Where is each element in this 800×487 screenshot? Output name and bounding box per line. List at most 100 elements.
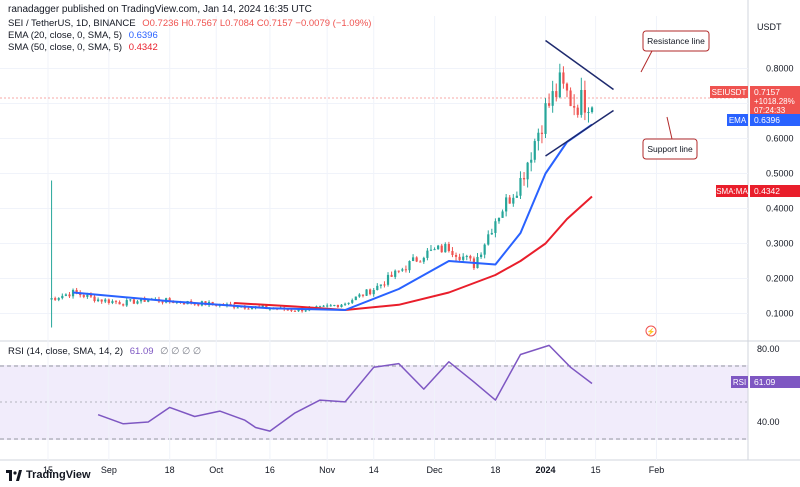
candle-body	[440, 245, 443, 253]
candle-body	[125, 300, 128, 306]
candle-body	[247, 308, 250, 310]
candle-body	[469, 255, 472, 259]
rsi-tag-value-bg	[750, 376, 800, 388]
candle-body	[587, 112, 590, 114]
candle-body	[347, 302, 350, 304]
price-tag-value: 0.7157	[754, 87, 780, 97]
candle-body	[336, 304, 340, 308]
candle-body	[479, 254, 483, 257]
support-callout	[642, 138, 698, 160]
rsi-tag-value: 61.09	[754, 377, 776, 387]
candle-body	[68, 294, 71, 297]
legend-sma: SMA (50, close, 0, SMA, 5) 0.4342	[8, 42, 158, 54]
price-tags: SEIUSDT 0.7157+1018.28%07:24:33 EMA 0.6396 S…	[710, 86, 800, 388]
candle-body	[580, 89, 583, 115]
time-tick-label: 15	[591, 465, 601, 475]
candle-body	[286, 309, 289, 311]
candle-body	[505, 197, 508, 212]
candle-body	[408, 261, 411, 271]
candle-body	[333, 304, 336, 306]
tradingview-logo[interactable]: TradingView	[6, 469, 91, 481]
candle-body	[397, 270, 400, 272]
sma-value: 0.4342	[128, 42, 158, 53]
price-tick-label: 0.5000	[766, 169, 794, 179]
candle-body	[197, 303, 200, 306]
time-tick-label: 14	[369, 465, 379, 475]
event-marker-icon: ⚡	[647, 327, 656, 336]
candle-body	[404, 269, 408, 271]
sma50-line	[234, 195, 593, 311]
candle-body	[547, 103, 551, 106]
tradingview-logo-icon	[6, 469, 22, 481]
candle-body	[530, 159, 533, 163]
candle-body	[451, 251, 454, 255]
candle-body	[569, 90, 572, 107]
candle-body	[132, 299, 136, 304]
time-tick-label: 18	[165, 465, 175, 475]
candle-body	[93, 296, 96, 302]
candle-body	[250, 307, 254, 310]
candle-body	[161, 301, 164, 303]
event-marker	[645, 325, 657, 337]
candle-body	[558, 72, 561, 98]
candle-body	[540, 132, 544, 134]
candle-body	[293, 310, 297, 312]
candle-body	[104, 299, 107, 302]
candle-body	[512, 197, 515, 204]
candle-body	[114, 301, 118, 303]
candle-body	[97, 299, 100, 302]
candle-body	[522, 178, 526, 180]
resistance-callout-text: Resistance line	[647, 36, 705, 46]
candle-body	[122, 304, 125, 306]
candle-body	[555, 91, 558, 98]
candle-body	[236, 307, 239, 309]
ema-tag-value: 0.6396	[754, 115, 780, 125]
symbol-tag	[710, 86, 748, 98]
candle-body	[573, 106, 576, 108]
candle-body	[465, 255, 468, 257]
candle-body	[89, 294, 93, 297]
candle-body	[75, 289, 78, 293]
time-tick-label: Oct	[209, 465, 224, 475]
candle-body	[107, 299, 110, 303]
rsi-tag-label: RSI	[733, 378, 746, 387]
sma-tag-label-bg	[716, 185, 748, 197]
rsi-value: 61.09	[129, 346, 154, 357]
candle-body	[501, 211, 504, 218]
ohlc-values: O0.7236 H0.7567 L0.7084 C0.7157 −0.0079 …	[142, 18, 372, 29]
time-tick-label: 15	[43, 465, 53, 475]
candle-body	[50, 298, 53, 300]
time-tick-label: 16	[265, 465, 275, 475]
support-trendline	[545, 109, 614, 157]
candle-body	[365, 289, 368, 296]
candle-body	[386, 274, 390, 285]
publisher-line: ranadagger published on TradingView.com,…	[8, 4, 312, 15]
price-tick-label: 0.8000	[766, 64, 794, 74]
resistance-trendline	[545, 39, 614, 91]
candle-body	[415, 257, 418, 262]
candle-body	[390, 274, 393, 277]
resistance-callout-pointer	[640, 50, 653, 73]
candle-body	[372, 290, 375, 295]
candle-body	[358, 294, 361, 297]
price-tag	[750, 86, 800, 114]
currency-label: USDT	[757, 22, 782, 32]
candle-body	[401, 269, 404, 271]
candle-body	[304, 310, 307, 312]
ema-label: EMA (20, close, 0, SMA, 5)	[8, 30, 123, 41]
candle-body	[290, 309, 293, 311]
candle-body	[100, 299, 103, 302]
sma-tag-value-bg	[750, 185, 800, 197]
candle-body	[354, 296, 357, 301]
candle-body	[118, 302, 121, 305]
candle-body	[437, 245, 440, 250]
candle-body	[426, 250, 429, 258]
candle-body	[394, 270, 397, 277]
symbol-tag-text: SEIUSDT	[712, 88, 747, 97]
rsi-extra: ∅ ∅ ∅ ∅	[160, 346, 202, 357]
ema-tag-label: EMA	[729, 116, 747, 125]
candle-body	[318, 306, 322, 308]
time-tick-label: Sep	[101, 465, 117, 475]
legend-symbol: SEI / TetherUS, 1D, BINANCE O0.7236 H0.7…	[8, 18, 371, 30]
candle-body	[211, 301, 214, 305]
